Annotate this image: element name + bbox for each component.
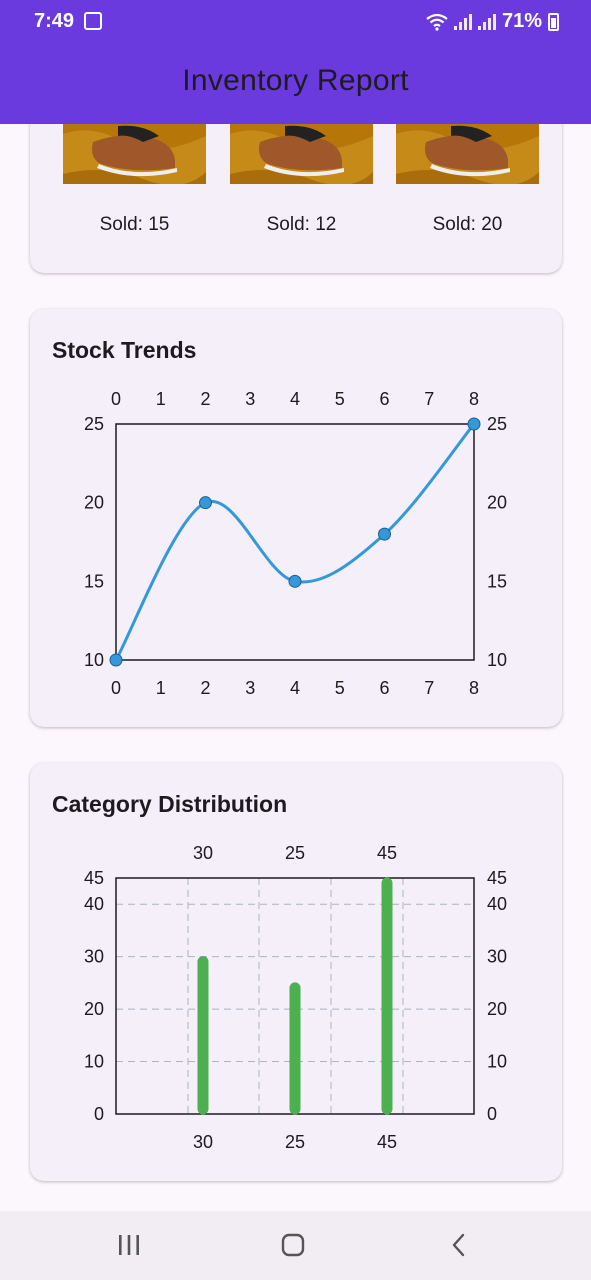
x-tick-label-bottom: 0 [111,678,121,698]
x-tick-label-top: 4 [290,389,300,409]
x-tick-label-top: 7 [424,389,434,409]
status-time: 7:49 [34,10,75,32]
y-tick-label-left: 25 [84,414,104,434]
x-tick-label-bottom: 8 [469,678,479,698]
stock-trends-card: Stock Trends 0 0 1 1 2 2 3 3 4 4 5 5 6 6 7 7 8 8 10 10 15 15 2… [30,309,562,727]
x-tick-label-bottom: 6 [379,678,389,698]
signal-icon-2 [477,13,496,30]
card-title: Category Distribution [52,791,288,817]
x-tick-label-top: 0 [111,389,121,409]
x-tick-label-bottom: 2 [200,678,210,698]
plot-border [115,423,475,661]
sold-label: Sold: 20 [432,214,503,235]
y-tick-label-right: 10 [487,650,507,670]
system-nav-bar [0,1211,591,1280]
product-image [396,124,539,184]
bar-label-top: 30 [193,843,213,863]
sold-label: Sold: 15 [99,214,170,235]
data-point [467,417,481,431]
y-tick-label-right: 15 [487,571,507,591]
stock-trends-chart: 0 0 1 1 2 2 3 3 4 4 5 5 6 6 7 7 8 8 10 10 15 15 20 20 25 25 [84,389,507,698]
card-title: Stock Trends [52,337,197,363]
status-icons: 71% [426,10,559,33]
y-tick-label-left: 0 [94,1104,104,1124]
data-point [109,653,123,667]
app-bar: 7:49 71% Inventory Report [0,0,591,124]
data-point [378,527,391,541]
stock-line [114,423,476,661]
y-tick-label-right: 20 [487,999,507,1019]
x-tick-label-bottom: 1 [156,678,166,698]
home-icon[interactable] [281,1233,305,1257]
sold-label: Sold: 12 [266,214,337,235]
y-tick-label-left: 30 [84,947,104,967]
x-tick-label-top: 5 [335,389,345,409]
notification-icon [84,12,102,30]
product-image [230,124,373,184]
y-tick-label-right: 0 [487,1104,497,1124]
x-tick-label-bottom: 4 [290,678,300,698]
bar-label-bottom: 45 [377,1132,397,1152]
x-tick-label-bottom: 3 [245,678,255,698]
y-tick-label-left: 20 [84,493,104,513]
data-point [288,574,302,588]
y-tick-label-left: 45 [84,868,104,888]
product-image [63,124,206,184]
x-tick-label-top: 3 [245,389,255,409]
x-tick-label-bottom: 7 [424,678,434,698]
y-tick-label-right: 10 [487,1052,507,1072]
y-tick-label-left: 15 [84,571,104,591]
y-tick-label-right: 40 [487,894,507,914]
page-title: Inventory Report [182,64,409,97]
back-icon[interactable] [448,1233,472,1257]
bar-label-bottom: 25 [285,1132,305,1152]
x-tick-label-top: 6 [379,389,389,409]
y-tick-label-right: 30 [487,947,507,967]
y-tick-label-left: 20 [84,999,104,1019]
bar-label-top: 45 [377,843,397,863]
x-tick-label-bottom: 5 [335,678,345,698]
recent-apps-icon[interactable] [117,1233,141,1257]
y-tick-label-right: 20 [487,493,507,513]
bar-label-top: 25 [285,843,305,863]
battery-percent: 71% [501,10,542,32]
y-tick-label-left: 10 [84,650,104,670]
data-point [199,496,212,510]
bar-label-bottom: 30 [193,1132,213,1152]
x-tick-label-top: 2 [200,389,210,409]
y-tick-label-right: 45 [487,868,507,888]
category-distribution-card: Category Distribution 0 0 10 10 20 20 30 30 40 40… [30,763,562,1181]
wifi-icon [426,13,448,31]
battery-icon [548,12,559,31]
x-tick-label-top: 1 [156,389,166,409]
y-tick-label-left: 40 [84,894,104,914]
category-distribution-chart: 0 0 10 10 20 20 30 30 40 40 45 45 30 30 25 25 45 45 [84,843,507,1152]
y-tick-label-right: 25 [487,414,507,434]
x-tick-label-top: 8 [469,389,479,409]
signal-icon [453,13,472,30]
y-tick-label-left: 10 [84,1052,104,1072]
